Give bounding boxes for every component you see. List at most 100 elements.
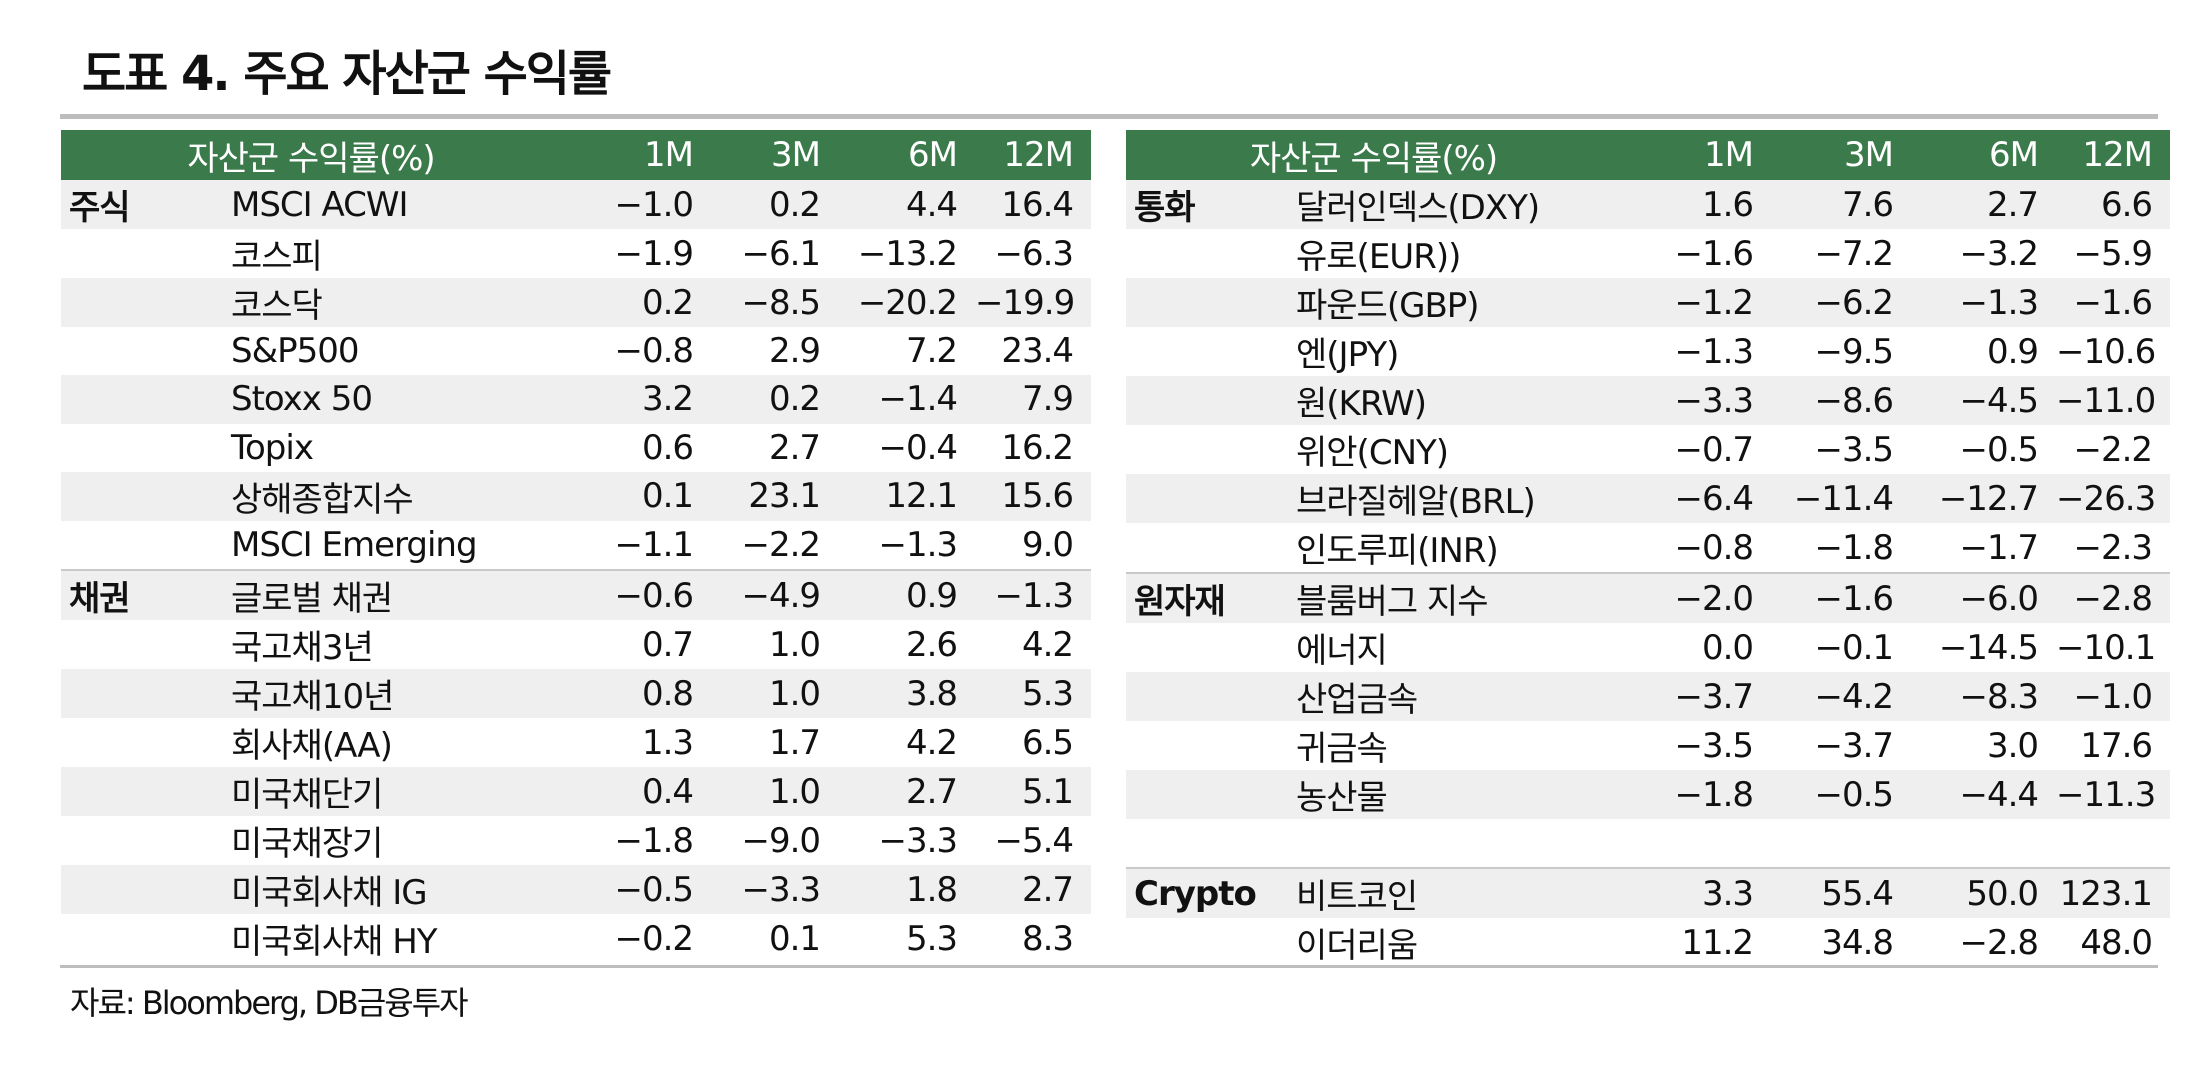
return-12m-cell: 8.3 (975, 914, 1092, 964)
asset-name-cell: 에너지 (1296, 623, 1622, 672)
return-12m-cell: −1.6 (2056, 278, 2171, 327)
asset-group-cell: 주식 (61, 180, 231, 229)
asset-name-cell: 미국회사채 HY (231, 914, 562, 964)
return-12m-cell: 16.4 (975, 180, 1092, 229)
return-3m-cell: 0.2 (711, 180, 839, 229)
asset-group-cell: 원자재 (1126, 572, 1296, 623)
return-1m-cell: −1.3 (1621, 327, 1772, 376)
return-3m-cell: −6.1 (711, 229, 839, 278)
return-6m-cell: −12.7 (1911, 474, 2057, 523)
return-1m-cell: −1.9 (561, 229, 712, 278)
return-3m-cell: 0.2 (711, 375, 839, 424)
asset-name-cell: 유로(EUR)) (1296, 229, 1622, 278)
asset-group-cell: 채권 (61, 569, 231, 621)
return-3m-cell: −0.5 (1771, 770, 1912, 819)
table-row: 엔(JPY) −1.3 −9.5 0.9 −10.6 (1126, 327, 2171, 376)
return-3m-cell: 1.0 (711, 620, 839, 670)
asset-name-cell: 인도루피(INR) (1296, 523, 1622, 573)
return-3m-cell: −7.2 (1771, 229, 1912, 278)
return-1m-cell: −0.8 (1621, 523, 1772, 573)
return-1m-cell: −2.0 (1621, 572, 1772, 623)
return-3m-cell: 34.8 (1771, 918, 1912, 968)
asset-name-cell: 국고채3년 (231, 620, 562, 670)
asset-name-cell: 상해종합지수 (231, 471, 562, 521)
table-row: 주식 MSCI ACWI −1.0 0.2 4.4 16.4 (61, 180, 1092, 229)
table-row: 미국회사채 IG −0.5 −3.3 1.8 2.7 (61, 865, 1092, 915)
return-3m-cell: 7.6 (1771, 180, 1912, 229)
return-12m-cell: 123.1 (2056, 867, 2171, 919)
asset-name-cell: 코스피 (231, 229, 562, 278)
asset-name-cell (1296, 819, 1622, 869)
asset-group-cell (1126, 672, 1296, 721)
header-col-12m: 12M (2056, 130, 2171, 180)
return-1m-cell: 11.2 (1621, 918, 1772, 968)
table-row: 유로(EUR)) −1.6 −7.2 −3.2 −5.9 (1126, 229, 2171, 278)
return-1m-cell: 1.6 (1621, 180, 1772, 229)
return-6m-cell: −13.2 (838, 229, 976, 278)
asset-group-cell: Crypto (1126, 867, 1296, 919)
return-1m-cell: 0.6 (561, 423, 712, 472)
asset-name-cell: 미국채장기 (231, 816, 562, 866)
return-3m-cell: 23.1 (711, 471, 839, 521)
return-1m-cell: −1.8 (1621, 770, 1772, 819)
asset-name-cell: 달러인덱스(DXY) (1296, 180, 1622, 229)
asset-group-cell (1126, 721, 1296, 770)
return-12m-cell: −2.8 (2056, 572, 2171, 623)
return-6m-cell: 3.0 (1911, 721, 2057, 770)
asset-name-cell: 농산물 (1296, 770, 1622, 819)
table-row: 산업금속 −3.7 −4.2 −8.3 −1.0 (1126, 672, 2171, 721)
return-12m-cell: 23.4 (975, 327, 1092, 376)
header-col-6m: 6M (1911, 130, 2057, 180)
return-3m-cell: 2.9 (711, 327, 839, 376)
header-col-6m: 6M (838, 130, 976, 180)
asset-group-cell (1126, 819, 1296, 869)
return-1m-cell: −0.2 (561, 914, 712, 964)
return-6m-cell: 5.3 (838, 914, 976, 964)
return-3m-cell: 1.0 (711, 767, 839, 817)
return-3m-cell: 55.4 (1771, 867, 1912, 919)
table-row: 코스닥 0.2 −8.5 −20.2 −19.9 (61, 278, 1092, 327)
return-1m-cell: −1.8 (561, 816, 712, 866)
return-3m-cell: −9.0 (711, 816, 839, 866)
table-row: 이더리움 11.2 34.8 −2.8 48.0 (1126, 918, 2171, 968)
return-6m-cell: −0.5 (1911, 425, 2057, 474)
return-12m-cell: 4.2 (975, 620, 1092, 670)
return-1m-cell: −0.7 (1621, 425, 1772, 474)
asset-group-cell (1126, 327, 1296, 376)
return-6m-cell: 0.9 (1911, 327, 2057, 376)
asset-group-cell (1126, 523, 1296, 573)
header-col-1m: 1M (1621, 130, 1772, 180)
table-row: Topix 0.6 2.7 −0.4 16.2 (61, 423, 1092, 472)
return-1m-cell: 0.7 (561, 620, 712, 670)
return-1m-cell: −3.5 (1621, 721, 1772, 770)
asset-group-cell (61, 423, 231, 472)
return-3m-cell: −3.7 (1771, 721, 1912, 770)
return-1m-cell: 0.4 (561, 767, 712, 817)
header-col-1m: 1M (561, 130, 712, 180)
return-12m-cell: −5.4 (975, 816, 1092, 866)
return-3m-cell: 2.7 (711, 423, 839, 472)
table-row: 에너지 0.0 −0.1 −14.5 −10.1 (1126, 623, 2171, 672)
header-col-12m: 12M (975, 130, 1092, 180)
return-6m-cell: 50.0 (1911, 867, 2057, 919)
return-12m-cell: −26.3 (2056, 474, 2171, 523)
table-header-row: 자산군 수익률(%) 1M 3M 6M 12M (61, 130, 1092, 180)
return-6m-cell: 4.2 (838, 718, 976, 768)
asset-name-cell: 이더리움 (1296, 918, 1622, 968)
return-6m-cell: 0.9 (838, 569, 976, 621)
return-3m-cell: −4.2 (1771, 672, 1912, 721)
return-3m-cell: −8.5 (711, 278, 839, 327)
return-6m-cell: −1.7 (1911, 523, 2057, 573)
return-12m-cell: −1.0 (2056, 672, 2171, 721)
return-12m-cell (2056, 819, 2171, 869)
table-row: 미국채장기 −1.8 −9.0 −3.3 −5.4 (61, 816, 1092, 866)
return-3m-cell: 1.0 (711, 669, 839, 719)
return-12m-cell: 17.6 (2056, 721, 2171, 770)
table-row: 귀금속 −3.5 −3.7 3.0 17.6 (1126, 721, 2171, 770)
return-12m-cell: −1.3 (975, 569, 1092, 621)
return-12m-cell: 6.5 (975, 718, 1092, 768)
return-12m-cell: −10.1 (2056, 623, 2171, 672)
table-row: 원(KRW) −3.3 −8.6 −4.5 −11.0 (1126, 376, 2171, 425)
table-row: Stoxx 50 3.2 0.2 −1.4 7.9 (61, 375, 1092, 424)
return-12m-cell: −2.3 (2056, 523, 2171, 573)
